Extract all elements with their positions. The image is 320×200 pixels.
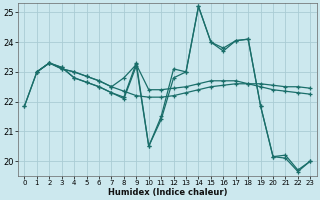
X-axis label: Humidex (Indice chaleur): Humidex (Indice chaleur) bbox=[108, 188, 227, 197]
